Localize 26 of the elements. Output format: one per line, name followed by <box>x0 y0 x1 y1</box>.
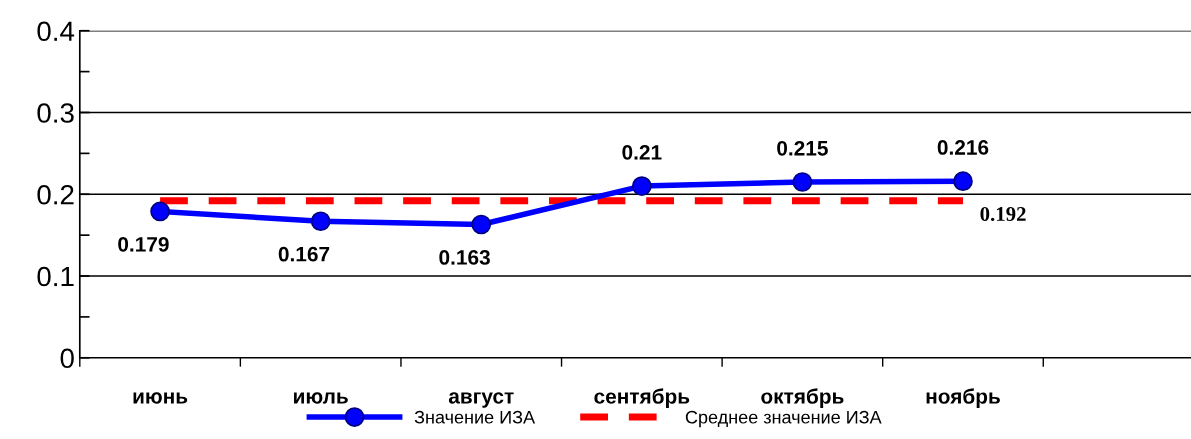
data-label: 0.21 <box>622 144 662 160</box>
data-label: 0.192 <box>980 206 1026 222</box>
y-tick-label: 0.4 <box>37 21 75 42</box>
point <box>953 171 973 192</box>
legend-label: Среднее значение ИЗА <box>685 410 882 428</box>
data-label: 0.215 <box>777 140 828 156</box>
data-label: 0.163 <box>439 250 490 265</box>
y-tick-label: 0.2 <box>37 184 74 205</box>
legend-label: Значение ИЗА <box>414 410 536 424</box>
x-tick-label: октябрь <box>761 388 844 408</box>
x-tick-label: ноябрь <box>926 388 1000 408</box>
x-tick-label: сентябрь <box>594 388 690 408</box>
x-tick-label: июнь <box>133 392 188 404</box>
point <box>471 214 492 235</box>
y-tick-label: 0.3 <box>37 103 74 123</box>
x-tick-label: июль <box>294 392 348 404</box>
data-label: 0.167 <box>278 246 330 262</box>
point <box>150 201 170 222</box>
point <box>631 176 652 196</box>
point <box>792 172 813 192</box>
x-tick-label: август <box>448 392 514 408</box>
point <box>310 211 331 232</box>
data-label: 0.179 <box>118 236 169 252</box>
y-tick-label: 0.1 <box>37 266 74 287</box>
data-label: 0.216 <box>937 140 989 155</box>
y-tick-label: 0 <box>60 348 74 369</box>
